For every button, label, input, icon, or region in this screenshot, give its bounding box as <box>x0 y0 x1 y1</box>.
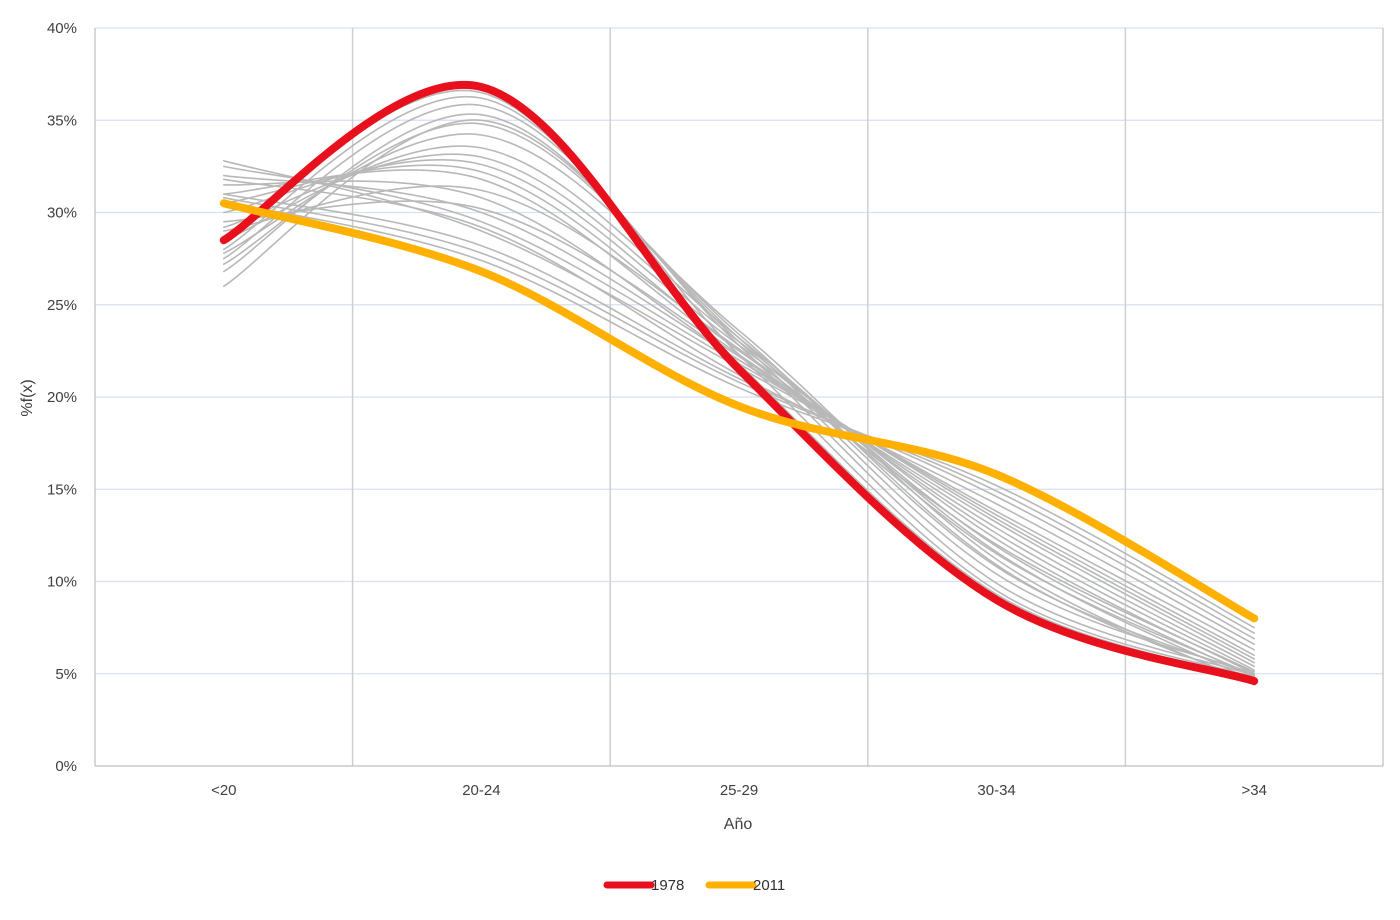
background-series-line <box>223 185 1255 677</box>
x-tick-label: 30-34 <box>977 782 1015 799</box>
x-axis-title: Año <box>724 816 753 833</box>
axes <box>94 28 1384 767</box>
y-tick-label: 30% <box>47 205 77 222</box>
background-series-line <box>223 122 1255 684</box>
background-series-line <box>223 113 1255 675</box>
series-line-2011 <box>219 199 1259 623</box>
y-tick-label: 20% <box>47 389 77 406</box>
background-series-line <box>223 95 1255 679</box>
tick-labels: 0% 5% 10% 15% 20% 25% 30% 35% 40% <20 20-24 25-29 30… <box>47 20 1267 799</box>
highlighted-series-group <box>219 80 1259 686</box>
y-tick-label: 40% <box>47 20 77 37</box>
x-tick-label: <20 <box>211 782 236 799</box>
background-series-line <box>223 159 1255 675</box>
y-tick-label: 5% <box>55 666 77 683</box>
y-tick-label: 10% <box>47 574 77 591</box>
y-axis-title: %f(x) <box>19 379 36 416</box>
background-series-line <box>223 178 1255 645</box>
legend: 1978 2011 <box>603 877 785 894</box>
background-series-group <box>223 89 1255 686</box>
gridlines <box>95 27 1383 766</box>
y-tick-label: 15% <box>47 481 77 498</box>
legend-label-2011: 2011 <box>753 877 785 894</box>
background-series-line <box>223 180 1255 664</box>
x-tick-label: >34 <box>1241 782 1266 799</box>
background-series-line <box>223 174 1255 660</box>
series-line-1978 <box>219 80 1259 686</box>
background-series-line <box>223 200 1255 629</box>
x-tick-label: 25-29 <box>720 782 758 799</box>
legend-label-1978: 1978 <box>651 877 684 894</box>
background-series-line <box>223 200 1255 673</box>
y-tick-label: 25% <box>47 297 77 314</box>
background-series-line <box>223 164 1255 671</box>
background-series-line <box>223 103 1255 677</box>
background-series-line <box>223 133 1255 686</box>
x-tick-label: 20-24 <box>462 782 500 799</box>
background-series-line <box>223 193 1255 640</box>
background-series-line <box>223 153 1255 679</box>
y-tick-label: 0% <box>55 758 77 775</box>
background-series-line <box>223 169 1255 668</box>
background-series-line <box>223 196 1255 634</box>
y-tick-label: 35% <box>47 112 77 129</box>
